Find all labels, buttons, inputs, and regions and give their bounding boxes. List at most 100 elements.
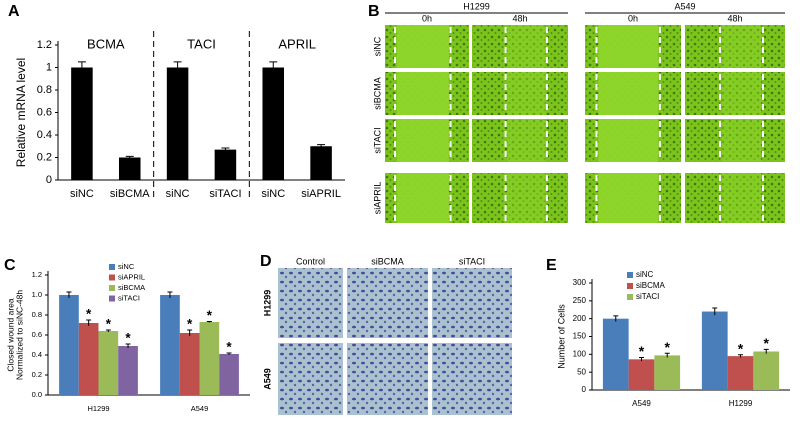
error-bar [221,147,230,152]
error-bar [187,329,193,336]
wound-gap [598,25,658,68]
bar [753,351,780,390]
error-bar [712,307,718,316]
transwell-image [432,268,512,338]
wound-gap [598,72,658,115]
significance-mark: * [639,343,645,359]
transwell-image [278,343,343,415]
panel-label: B [368,3,380,20]
error-bar [269,61,278,74]
error-bar [125,343,131,348]
wound-gap [507,119,545,162]
transwell-image [432,343,512,415]
y-tick-label: 1.2 [32,270,42,279]
wound-gap [598,119,658,162]
x-tick-label: siNC [261,188,285,200]
row-label: siNC [372,36,382,56]
error-bar [664,352,670,358]
y-tick-label: 0.8 [32,310,42,319]
y-tick-label: 200 [573,314,587,323]
time-label: 48h [727,13,742,23]
wound-gap [396,173,449,223]
cell-line-label: H1299 [463,1,490,11]
bar [71,67,93,180]
legend-swatch [627,283,633,289]
x-tick-label: H1299 [87,404,109,413]
wound-gap [507,72,545,115]
bar [179,333,200,395]
y-tick-label: 150 [573,332,587,341]
bar [59,295,79,395]
panel-label: D [260,253,272,270]
error-bar [763,348,769,354]
legend-label: siAPRIL [118,272,145,281]
bar [118,346,138,395]
row-label: siBCMA [372,77,382,110]
y-tick-label: 250 [573,296,587,305]
wound-gap [598,173,658,223]
group-label: BCMA [87,36,125,51]
row-label: A549 [262,368,272,390]
wound-gap [722,173,761,223]
x-tick-label: siNC [166,188,190,200]
bar [727,356,754,390]
significance-mark: * [187,317,193,332]
legend-label: siTACI [636,292,659,301]
bar [98,331,119,395]
transwell-image [347,268,428,338]
error-bar [613,315,619,322]
legend-label: siNC [636,270,654,279]
y-axis-label: Number of Cells [556,304,566,369]
row-label: H1299 [262,290,272,317]
y-tick-label: 0.2 [37,151,52,163]
y-tick-label: 0.4 [32,350,42,359]
bar [166,67,189,180]
error-bar [206,321,212,323]
significance-mark: * [86,307,92,322]
bar [628,359,655,390]
y-axis-label: Closed wound area [5,298,15,372]
y-axis-label: Relative mRNA level [14,58,28,167]
wound-gap [396,72,449,115]
y-tick-label: 0 [46,174,52,186]
error-bar [105,329,111,332]
wound-gap [507,25,545,68]
group-label: TACI [187,36,216,51]
panel-label: E [546,257,557,274]
y-tick-label: 0.2 [32,370,42,379]
y-tick-label: 0.6 [37,106,52,118]
x-tick-label: A549 [191,404,209,413]
error-bar [167,291,173,298]
wound-gap [722,119,761,162]
y-tick-label: 300 [573,278,587,287]
significance-mark: * [106,317,112,332]
panel-label: A [8,3,20,20]
x-tick-label: A549 [632,399,651,408]
y-tick-label: 1.2 [37,39,52,51]
bar [199,322,220,395]
bar [262,67,285,180]
wound-gap [722,72,761,115]
wound-gap [396,25,449,68]
legend-label: siBCMA [636,281,666,290]
error-bar [125,155,134,159]
significance-mark: * [738,340,744,356]
legend-swatch [627,294,633,300]
error-bar [86,319,92,326]
significance-mark: * [764,335,770,351]
error-bar [639,357,644,362]
x-tick-label: siTACI [209,188,241,200]
legend-swatch [109,264,115,270]
wound-gap [507,173,545,223]
row-label: siAPRIL [372,182,382,215]
error-bar [226,352,232,355]
error-bar [77,61,86,74]
y-tick-label: 0 [582,385,587,394]
row-label: siTACI [372,127,382,153]
significance-mark: * [226,340,232,355]
y-tick-label: 1 [46,61,52,73]
x-tick-label: siAPRIL [301,188,341,200]
bar [310,146,332,180]
